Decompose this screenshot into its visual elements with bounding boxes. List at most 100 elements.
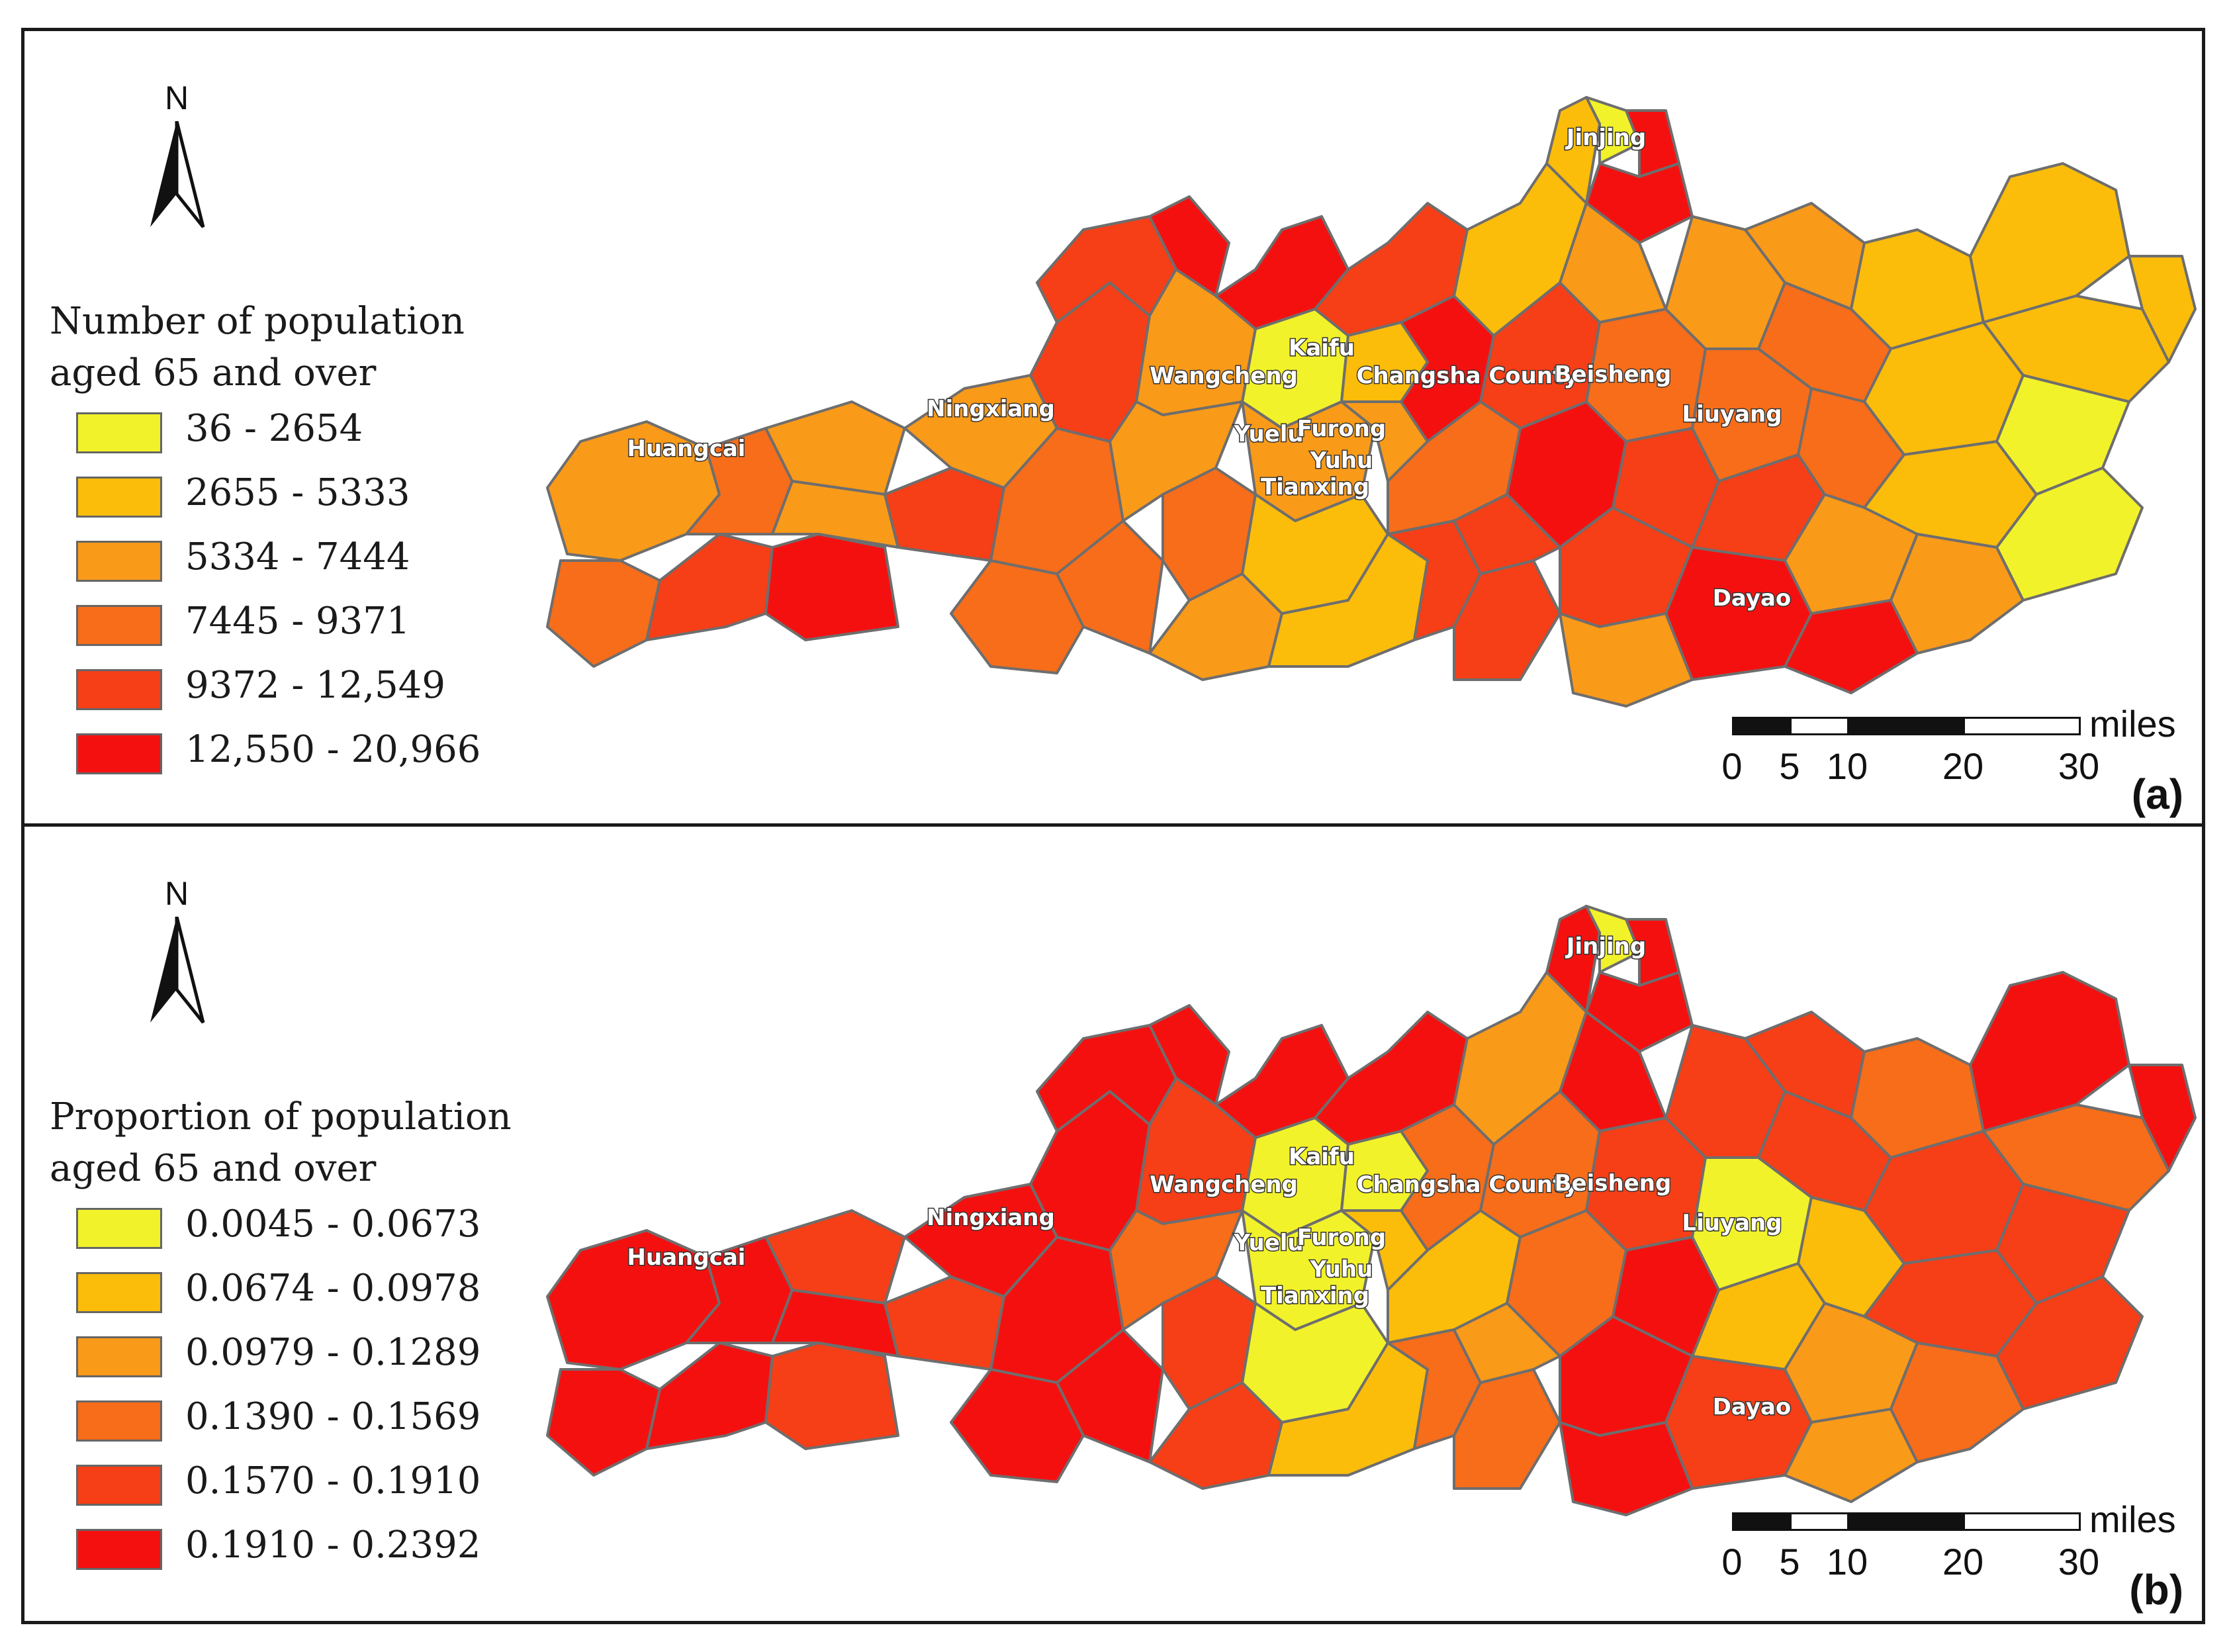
place-label: Tianxing (1261, 1283, 1369, 1309)
legend-swatch (76, 1400, 162, 1442)
legend-item: 0.1570 - 0.1910 (50, 1455, 512, 1520)
region-polygon (1109, 400, 1244, 522)
region-polygons-a (546, 96, 2197, 708)
region-polygon (546, 1368, 661, 1477)
place-label: Furong (1297, 1224, 1386, 1251)
region-polygon (1148, 195, 1230, 297)
legend-label: 5334 - 7444 (185, 535, 410, 578)
place-label: Ningxiang (927, 1205, 1055, 1231)
region-polygon (1559, 1011, 1667, 1132)
scale-bar: miles 0 5 10 20 30 (1721, 1498, 2175, 1592)
map-panel-b: Jinjing Kaifu Wangcheng Changsha County Beis… (21, 823, 2205, 1624)
legend-item: 5334 - 7444 (50, 531, 465, 596)
legend-label: 36 - 2654 (185, 407, 363, 450)
place-label: Kaifu (1289, 1144, 1355, 1170)
legend-item: 0.1390 - 0.1569 (50, 1391, 512, 1455)
scale-tick: 30 (2058, 1541, 2100, 1583)
region-polygon (764, 1209, 906, 1305)
region-polygon (1995, 1275, 2144, 1410)
region-polygon (1109, 1209, 1244, 1331)
region-polygon (1995, 467, 2144, 602)
legend-title-line2: aged 65 and over (50, 1147, 377, 1190)
region-polygon (645, 533, 774, 641)
scale-tick: 20 (1942, 745, 1984, 787)
north-arrow: N (144, 79, 210, 238)
north-arrow-icon (150, 917, 205, 1024)
legend-swatch (76, 605, 162, 646)
place-label: Kaifu (1289, 335, 1355, 361)
legend-swatch (76, 1272, 162, 1313)
legend-item: 0.0045 - 0.0673 (50, 1199, 512, 1263)
legend-swatch (76, 1529, 162, 1570)
legend-swatch (76, 541, 162, 582)
map-panel-a: Jinjing Kaifu Wangcheng Changsha County Beis… (21, 28, 2205, 829)
scale-tick: 30 (2058, 745, 2100, 787)
panel-label: (a) (2131, 770, 2183, 818)
legend-item: 0.0674 - 0.0978 (50, 1263, 512, 1327)
region-polygon (771, 1289, 899, 1357)
legend-a: Number of population aged 65 and over 36… (50, 296, 480, 788)
legend-label: 2655 - 5333 (185, 471, 410, 514)
place-label: Beisheng (1555, 361, 1672, 388)
scale-tick: 10 (1826, 745, 1868, 787)
north-arrow: N (144, 874, 210, 1033)
region-polygon (1453, 1302, 1561, 1384)
legend-swatch (76, 1336, 162, 1377)
scale-tick: 0 (1721, 745, 1743, 787)
scale-bar: miles 0 5 10 20 30 (1721, 703, 2175, 796)
region-polygon (764, 533, 899, 641)
region-polygon (546, 559, 661, 668)
legend-swatch (76, 669, 162, 710)
region-polygon (1784, 1408, 1919, 1503)
place-label: Yuhu (1310, 1256, 1373, 1283)
place-label: Dayao (1713, 585, 1792, 612)
scale-tick: 10 (1826, 1541, 1868, 1583)
region-polygon (1056, 1328, 1164, 1463)
legend-b: Proportion of population aged 65 and ove… (50, 1091, 512, 1584)
region-polygon (645, 1342, 774, 1450)
legend-label: 0.1910 - 0.2392 (185, 1524, 481, 1567)
region-polygon (1148, 1004, 1230, 1106)
place-label: Jinjing (1565, 933, 1646, 960)
place-label: Liuyang (1682, 401, 1782, 428)
north-label: N (164, 875, 189, 912)
place-label: Dayao (1713, 1394, 1792, 1420)
region-polygon (764, 1342, 899, 1450)
legend-item: 2655 - 5333 (50, 467, 465, 531)
region-polygons-b (546, 905, 2197, 1516)
legend-label: 0.1390 - 0.1569 (185, 1395, 481, 1438)
legend-swatch (76, 412, 162, 453)
legend-title-line2: aged 65 and over (50, 351, 377, 394)
place-label: Beisheng (1555, 1170, 1672, 1197)
scale-segment (1963, 717, 2081, 735)
legend-item: 36 - 2654 (50, 403, 465, 467)
legend-label: 0.0979 - 0.1289 (185, 1331, 481, 1374)
region-polygon (1559, 202, 1667, 324)
scale-tick: 5 (1779, 745, 1800, 787)
region-polygon (2128, 255, 2197, 363)
scale-tick: 0 (1721, 1541, 1743, 1583)
scale-segment (1790, 717, 1849, 735)
place-label: Yuelu (1233, 1230, 1303, 1256)
region-polygon (1969, 971, 2130, 1132)
place-label: Yuelu (1233, 421, 1303, 447)
place-label: Jinjing (1565, 124, 1646, 151)
region-polygon (771, 480, 899, 549)
legend-label: 7445 - 9371 (185, 600, 410, 643)
scale-segment (1963, 1512, 2081, 1531)
scale-tick: 5 (1779, 1541, 1800, 1583)
region-polygon (2128, 1064, 2197, 1172)
place-label: Ningxiang (927, 396, 1055, 422)
region-polygon (1056, 520, 1164, 655)
north-label: N (164, 79, 189, 116)
legend-item: 0.0979 - 0.1289 (50, 1327, 512, 1391)
legend-label: 12,550 - 20,966 (185, 728, 481, 771)
legend-item: 0.1910 - 0.2392 (50, 1520, 512, 1584)
scale-unit: miles (2089, 1498, 2176, 1540)
scale-tick: 20 (1942, 1541, 1984, 1583)
scale-unit: miles (2089, 703, 2176, 745)
place-label: Liuyang (1682, 1210, 1782, 1236)
legend-swatch (76, 1465, 162, 1506)
